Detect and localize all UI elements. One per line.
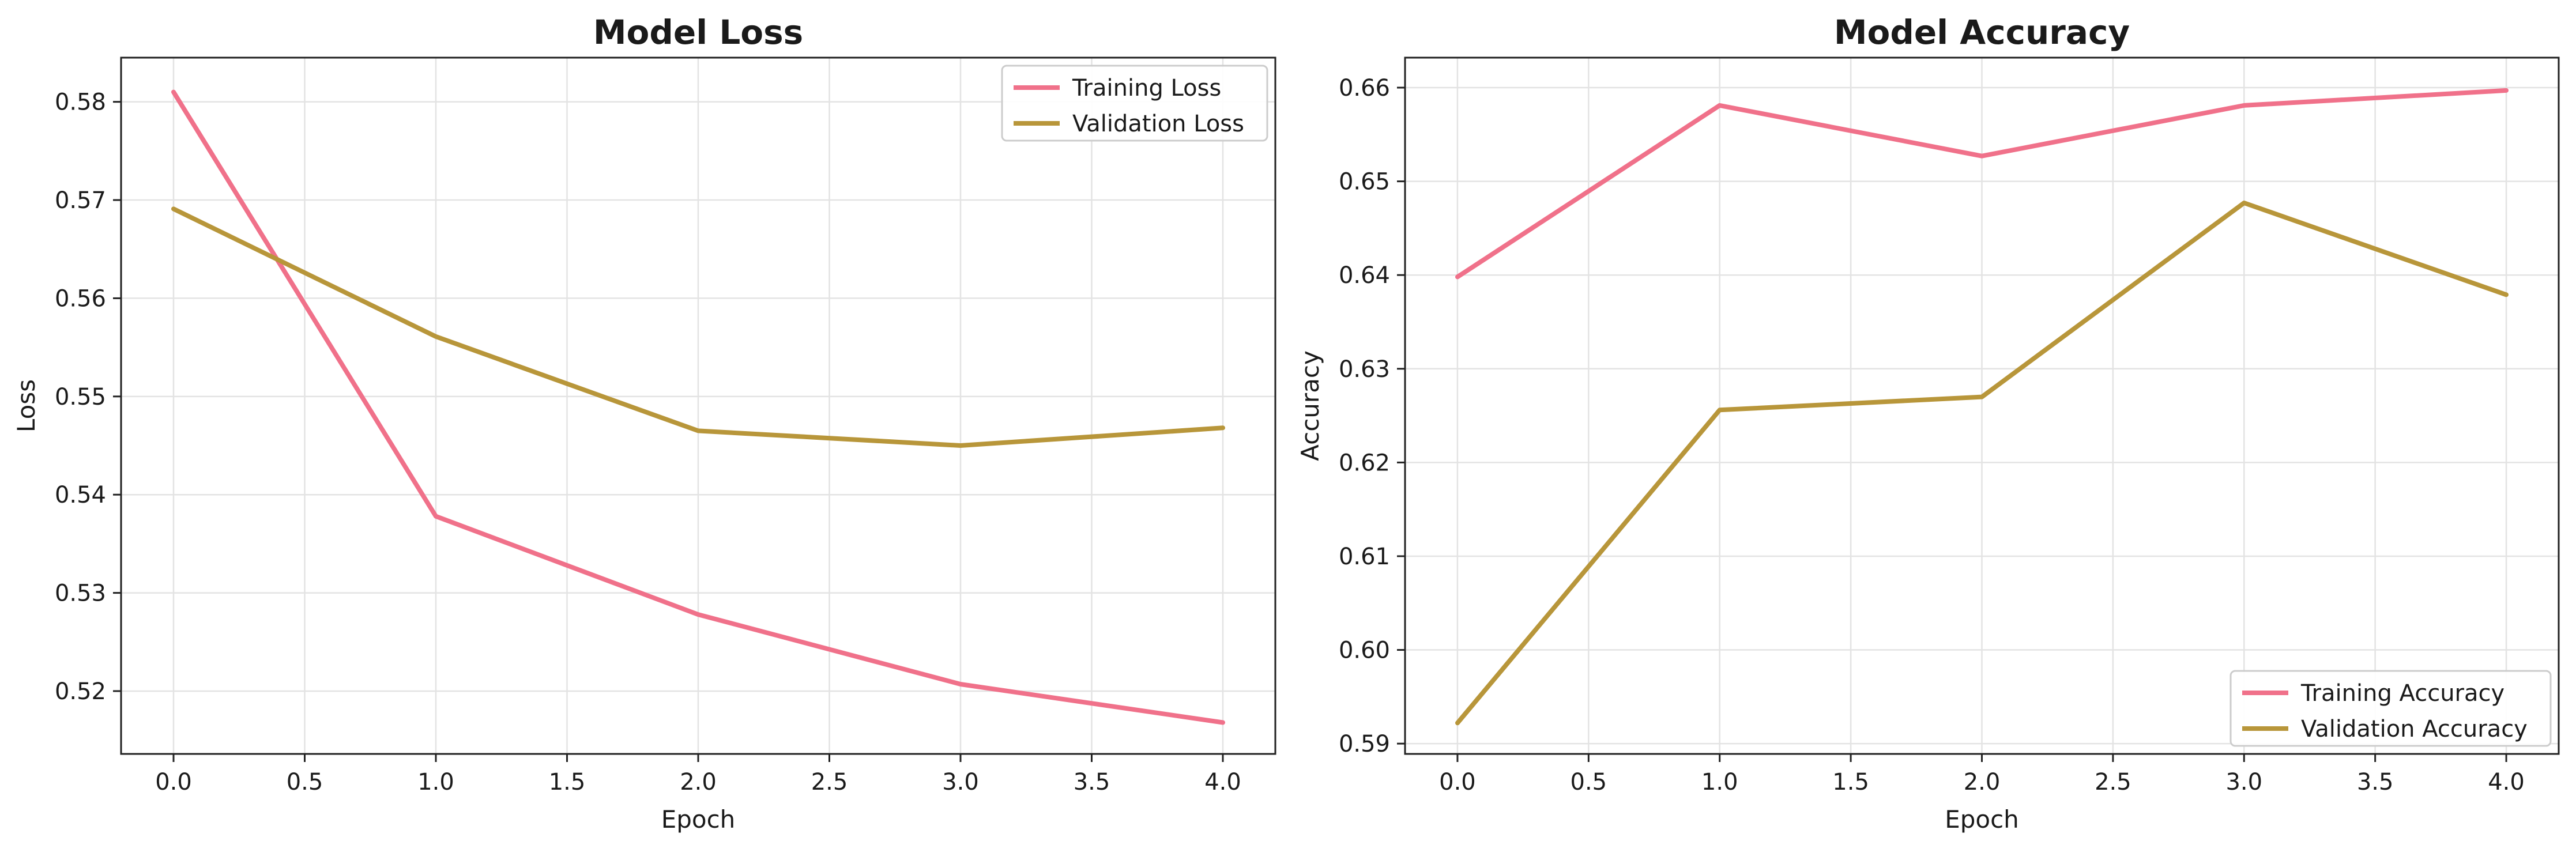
y-tick-label: 0.54 <box>55 482 106 508</box>
chart-panel-1: 0.0 0.5 1.0 1.5 2.0 2.5 3.0 3.5 4.0 0.52 0.53 0.54 0… <box>12 13 1276 833</box>
plot-frame <box>120 56 1276 755</box>
chart-panel-2: 0.0 0.5 1.0 1.5 2.0 2.5 3.0 3.5 4.0 0.59 0.60 0.61 0… <box>1296 13 2560 833</box>
legend-box <box>2229 670 2552 747</box>
y-tick-label: 0.58 <box>55 89 106 116</box>
x-axis-label: Epoch <box>661 805 736 833</box>
grid <box>121 58 1275 754</box>
y-tick-label: 0.52 <box>55 678 106 705</box>
legend-entry-label: Training Accuracy <box>2300 680 2505 707</box>
x-tick-label: 2.0 <box>680 769 717 795</box>
grid <box>1405 58 2559 754</box>
legend-entry-label: Validation Accuracy <box>2301 716 2528 742</box>
series-line-training-loss <box>171 89 1225 725</box>
legend: Training Loss Validation Loss <box>1001 65 1268 142</box>
x-tick-label: 3.5 <box>1074 769 1110 795</box>
x-tick-label: 0.5 <box>287 769 323 795</box>
x-tick-label: 3.0 <box>2225 769 2262 795</box>
x-tick-label: 1.0 <box>1701 769 1738 795</box>
y-tick-label: 0.65 <box>1339 169 1390 195</box>
y-tick-label: 0.60 <box>1339 637 1390 664</box>
y-axis-label: Loss <box>12 379 40 432</box>
x-tick-label: 4.0 <box>2488 769 2525 795</box>
x-axis-label: Epoch <box>1945 805 2019 833</box>
y-tick-label: 0.55 <box>55 384 106 410</box>
series-line-training-accuracy <box>1455 88 2509 280</box>
y-tick-label: 0.64 <box>1339 262 1390 289</box>
y-tick-label: 0.63 <box>1339 356 1390 383</box>
y-tick-label: 0.61 <box>1339 544 1390 570</box>
legend-entry-label: Validation Loss <box>1072 111 1244 137</box>
y-axis-label: Accuracy <box>1296 350 1324 461</box>
plot-frame <box>1404 56 2560 755</box>
y-tick-label: 0.57 <box>55 187 106 214</box>
x-tick-label: 0.0 <box>155 769 192 795</box>
x-tick-label: 1.0 <box>417 769 454 795</box>
x-tick-label: 0.5 <box>1571 769 1607 795</box>
x-tick-label: 0.0 <box>1439 769 1476 795</box>
legend-box <box>1001 65 1268 142</box>
x-tick-label: 2.5 <box>811 769 848 795</box>
y-tick-label: 0.56 <box>55 285 106 312</box>
y-tick-label: 0.53 <box>55 580 106 607</box>
x-tick-label: 3.5 <box>2357 769 2394 795</box>
chart-title: Model Loss <box>593 13 803 52</box>
x-tick-label: 4.0 <box>1204 769 1241 795</box>
x-tick-label: 3.0 <box>942 769 979 795</box>
x-tick-label: 2.0 <box>1964 769 2001 795</box>
chart-title: Model Accuracy <box>1834 13 2130 52</box>
y-tick-label: 0.66 <box>1339 75 1390 101</box>
series-line-validation-loss <box>171 206 1225 448</box>
y-tick-label: 0.59 <box>1339 731 1390 757</box>
x-tick-label: 1.5 <box>1832 769 1869 795</box>
legend: Training Accuracy Validation Accuracy <box>2229 670 2552 747</box>
x-tick-label: 2.5 <box>2095 769 2131 795</box>
series-line-validation-accuracy <box>1455 201 2509 726</box>
y-tick-label: 0.62 <box>1339 450 1390 476</box>
legend-entry-label: Training Loss <box>1072 75 1221 101</box>
x-tick-label: 1.5 <box>549 769 586 795</box>
